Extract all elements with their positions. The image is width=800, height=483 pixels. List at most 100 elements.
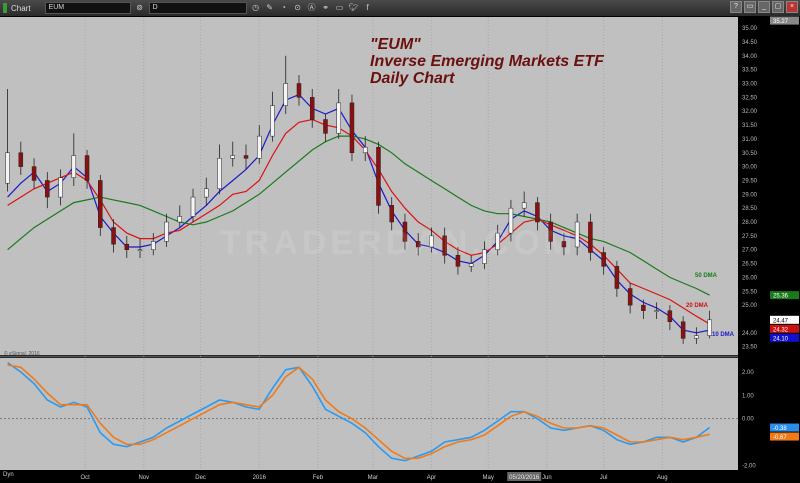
- price-chart[interactable]: Oct Nov Dec 2016 Feb Mar Apr May Jun Jul Aug 05/20/…: [0, 16, 800, 483]
- candle: [482, 241, 487, 270]
- candle-body: [5, 152, 10, 184]
- y-tick-label: 34.00: [742, 54, 758, 60]
- y-tick-label: 26.50: [742, 262, 758, 268]
- price-tag-bg: [770, 315, 799, 324]
- candle-body: [561, 241, 567, 248]
- candle: [376, 141, 381, 214]
- clock-icon[interactable]: ◷: [252, 3, 260, 12]
- candle: [694, 327, 699, 344]
- candle-body: [574, 221, 580, 248]
- y-tick-label: 25.00: [742, 303, 758, 309]
- osc_slow-line: [7, 364, 710, 460]
- maximize-button[interactable]: ▢: [772, 1, 784, 13]
- candle-body: [468, 263, 474, 267]
- candle-body: [45, 180, 50, 198]
- candle-body: [190, 196, 196, 217]
- title-line: "EUM": [370, 36, 421, 53]
- x-tick-label: May: [483, 475, 494, 481]
- candle: [614, 260, 620, 297]
- candle: [442, 227, 447, 264]
- interval-select[interactable]: D: [148, 2, 247, 14]
- candle: [389, 197, 394, 231]
- osc-tick-label: 1.00: [742, 393, 754, 399]
- symbol-input[interactable]: EUM: [44, 2, 131, 14]
- play-icon[interactable]: ⊙: [294, 3, 301, 12]
- osc-tick-label: -2.00: [742, 463, 756, 469]
- y-tick-label: 35.00: [742, 26, 758, 32]
- price-tag: 25.36: [773, 294, 789, 300]
- candle-body: [535, 202, 540, 223]
- candle-body: [204, 188, 209, 198]
- candle-body: [98, 180, 103, 228]
- x-tick-label: Aug: [657, 475, 668, 481]
- title-line: Inverse Emerging Markets ETF: [370, 53, 604, 70]
- candle: [508, 199, 514, 242]
- copyright: © eSignal, 2016: [4, 351, 40, 357]
- restore-button[interactable]: ▭: [744, 1, 756, 13]
- y-axis: [738, 17, 800, 483]
- chart-toolbar: Chart EUM ⊚ D ◷ ✎ ◔ ⊙ Ⓐ ⚭ ▭ 🐦︎ f ? ▭ _ ▢…: [0, 0, 800, 16]
- candle-body: [256, 135, 262, 159]
- chart-title: "EUM" Inverse Emerging Markets ETF Daily…: [370, 36, 604, 87]
- candle-body: [694, 335, 699, 339]
- facebook-icon[interactable]: f: [366, 3, 369, 12]
- link-chain-icon[interactable]: ⚭: [322, 3, 329, 12]
- link-icon[interactable]: ⊚: [136, 3, 143, 12]
- y-tick-label: 34.50: [742, 40, 758, 46]
- y-tick-label: 32.00: [742, 109, 758, 115]
- candle-body: [521, 202, 527, 209]
- twitter-icon[interactable]: 🐦︎: [348, 3, 359, 12]
- candle: [468, 255, 474, 272]
- dyn-button[interactable]: Dyn: [3, 472, 14, 478]
- alert-icon[interactable]: Ⓐ: [307, 3, 316, 12]
- candle-body: [270, 105, 275, 137]
- x-axis: [0, 470, 800, 483]
- candle-body: [707, 319, 712, 336]
- candle-body: [362, 146, 368, 154]
- comment-icon[interactable]: ▭: [335, 3, 344, 12]
- candle-body: [442, 235, 447, 256]
- close-button[interactable]: ×: [786, 1, 798, 13]
- candle: [588, 213, 593, 261]
- candle-body: [18, 152, 24, 167]
- candle-body: [336, 102, 341, 134]
- candle: [71, 133, 77, 186]
- candle-body: [495, 232, 500, 250]
- y-tick-label: 33.50: [742, 68, 758, 74]
- candle-body: [601, 252, 606, 267]
- price-tag: 24.10: [773, 336, 789, 342]
- minimize-button[interactable]: _: [758, 1, 770, 13]
- gauge-icon[interactable]: ◔: [281, 3, 286, 12]
- y-tick-label: 31.00: [742, 137, 758, 143]
- help-button[interactable]: ?: [730, 1, 742, 13]
- candle: [256, 125, 262, 164]
- pencil-icon[interactable]: ✎: [266, 3, 273, 12]
- x-tick-label: Mar: [368, 475, 378, 481]
- candle-body: [376, 146, 381, 206]
- candle: [296, 75, 302, 106]
- title-line: Daily Chart: [370, 70, 455, 87]
- candle: [45, 172, 50, 209]
- price-panel: [0, 17, 738, 355]
- candle: [601, 246, 606, 275]
- candle: [270, 91, 275, 142]
- y-tick-label: 31.50: [742, 123, 758, 129]
- candle-body: [482, 249, 487, 264]
- y-tick-label: 23.50: [742, 345, 758, 351]
- candle: [336, 89, 341, 139]
- candle-body: [654, 310, 659, 312]
- y-tick-label: 30.50: [742, 151, 758, 157]
- grip-icon[interactable]: [3, 3, 7, 13]
- candle: [177, 205, 183, 228]
- candle: [548, 213, 553, 250]
- candle-body: [230, 155, 236, 159]
- candle-body: [283, 83, 288, 106]
- candle-body: [455, 255, 461, 267]
- candle-body: [429, 235, 434, 248]
- window-title: Chart: [11, 3, 31, 13]
- candle: [521, 191, 527, 217]
- candle: [535, 197, 540, 231]
- candle: [362, 136, 368, 162]
- candle: [111, 219, 116, 253]
- y-tick-label: 26.00: [742, 275, 758, 281]
